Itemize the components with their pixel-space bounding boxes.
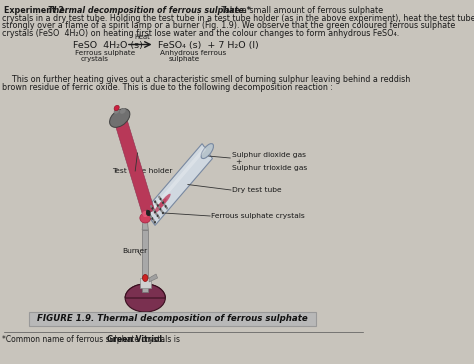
Text: Sulphur dioxide gas: Sulphur dioxide gas [232, 152, 306, 158]
Circle shape [159, 198, 162, 200]
Ellipse shape [201, 144, 213, 159]
Ellipse shape [109, 108, 130, 127]
Circle shape [161, 210, 163, 213]
Circle shape [146, 210, 151, 216]
Ellipse shape [154, 198, 167, 214]
Circle shape [155, 213, 157, 215]
Text: crystals in a dry test tube. Holding the test tube in a test tube holder (as in : crystals in a dry test tube. Holding the… [1, 14, 474, 23]
Circle shape [159, 208, 162, 210]
Polygon shape [147, 147, 206, 217]
Circle shape [157, 204, 159, 207]
Circle shape [155, 202, 157, 205]
Circle shape [149, 213, 151, 216]
Circle shape [158, 206, 160, 209]
Text: strongly over a flame of a spirit lamp or a burner (Fig. 1.9). We observe that t: strongly over a flame of a spirit lamp o… [1, 21, 455, 31]
Text: sulphate: sulphate [168, 56, 200, 63]
Circle shape [154, 200, 156, 203]
Text: +: + [236, 159, 242, 165]
Circle shape [147, 211, 149, 214]
Text: Experiment 2.: Experiment 2. [4, 6, 67, 15]
Circle shape [163, 203, 165, 206]
Text: Sulphur trioxide gas: Sulphur trioxide gas [232, 165, 307, 171]
Text: Ferrous sulphate crystals: Ferrous sulphate crystals [211, 213, 305, 219]
Ellipse shape [140, 213, 151, 223]
Circle shape [156, 214, 159, 217]
Text: FeSO 4H₂O (s): FeSO 4H₂O (s) [73, 41, 143, 50]
Text: Burner: Burner [122, 248, 147, 254]
Circle shape [158, 195, 160, 198]
Text: crystals (FeSO 4H₂O) on heating first lose water and the colour changes to form : crystals (FeSO 4H₂O) on heating first lo… [1, 29, 399, 38]
Ellipse shape [120, 108, 126, 114]
Circle shape [162, 201, 164, 204]
Text: Take a small amount of ferrous sulphate: Take a small amount of ferrous sulphate [219, 6, 383, 15]
Circle shape [143, 274, 148, 281]
Polygon shape [142, 222, 148, 230]
Circle shape [146, 210, 148, 213]
Text: Thermal decomposition of ferrous sulphate.*: Thermal decomposition of ferrous sulphat… [48, 6, 251, 15]
Polygon shape [145, 144, 212, 225]
Circle shape [164, 205, 167, 208]
Circle shape [158, 216, 160, 219]
Circle shape [154, 221, 156, 223]
Circle shape [161, 199, 163, 202]
Text: crystals: crystals [81, 56, 109, 63]
Polygon shape [149, 274, 157, 282]
Circle shape [153, 209, 155, 211]
Ellipse shape [114, 108, 119, 114]
Text: Ferrous sulphate: Ferrous sulphate [75, 50, 135, 56]
Text: *Common name of ferrous sulphate crystals is: *Common name of ferrous sulphate crystal… [2, 335, 182, 344]
Ellipse shape [142, 211, 148, 217]
Text: Green Vitriol.: Green Vitriol. [108, 335, 165, 344]
Circle shape [162, 211, 164, 214]
Circle shape [151, 217, 154, 220]
Text: FeSO₄ (s)  + 7 H₂O (l): FeSO₄ (s) + 7 H₂O (l) [158, 41, 259, 50]
Ellipse shape [158, 194, 171, 209]
Ellipse shape [125, 284, 165, 312]
Bar [140, 278, 151, 288]
Polygon shape [125, 284, 165, 298]
Bar [142, 230, 148, 292]
Circle shape [154, 211, 156, 213]
Ellipse shape [114, 105, 119, 111]
Polygon shape [114, 116, 155, 216]
Circle shape [166, 207, 168, 210]
Circle shape [150, 205, 152, 208]
FancyBboxPatch shape [29, 312, 316, 325]
Text: Anhydrous ferrous: Anhydrous ferrous [160, 50, 226, 56]
Circle shape [153, 219, 155, 222]
Text: Test tube holder: Test tube holder [112, 168, 173, 174]
Text: Dry test tube: Dry test tube [232, 187, 282, 193]
Circle shape [151, 207, 154, 210]
Text: FIGURE 1.9. Thermal decomposition of ferrous sulphate: FIGURE 1.9. Thermal decomposition of fer… [37, 314, 308, 323]
Circle shape [150, 215, 152, 218]
Text: brown residue of ferric oxide. This is due to the following decomposition reacti: brown residue of ferric oxide. This is d… [1, 83, 333, 91]
Text: Heat: Heat [135, 34, 150, 40]
Text: This on further heating gives out a characteristic smell of burning sulphur leav: This on further heating gives out a char… [1, 75, 410, 84]
